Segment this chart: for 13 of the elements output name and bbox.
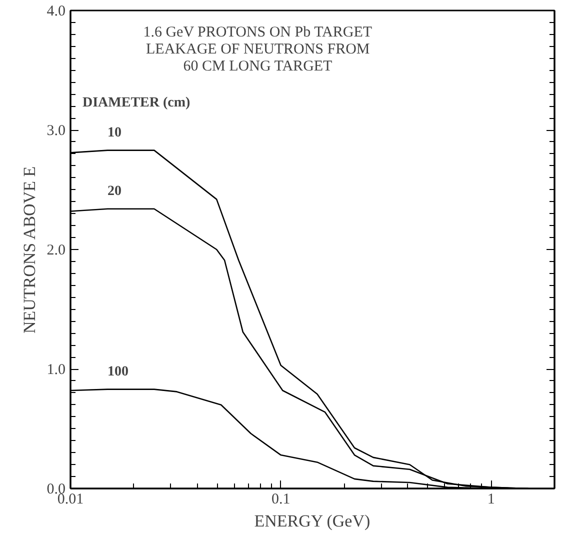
y-tick-label: 3.0: [46, 123, 66, 139]
y-axis-title: NEUTRONS ABOVE E: [20, 166, 39, 334]
series-label: 100: [108, 364, 129, 380]
legend-title: DIAMETER (cm): [82, 96, 191, 111]
y-tick-label: 2.0: [46, 242, 66, 258]
series-label: 20: [108, 184, 122, 199]
x-tick-label: 0.1: [271, 492, 290, 508]
x-tick-label: 1: [487, 492, 495, 508]
text: 1.6 GeV PROTONS ON Pb TARGET LEAKAGE OF NEUTRONS FROM 60 CM LONG TARGET: [143, 24, 372, 74]
x-axis-title: ENERGY (GeV): [254, 512, 370, 530]
y-tick-label: 4.0: [46, 4, 66, 20]
y-tick-label: 1.0: [46, 362, 66, 378]
series-label: 10: [108, 125, 122, 140]
